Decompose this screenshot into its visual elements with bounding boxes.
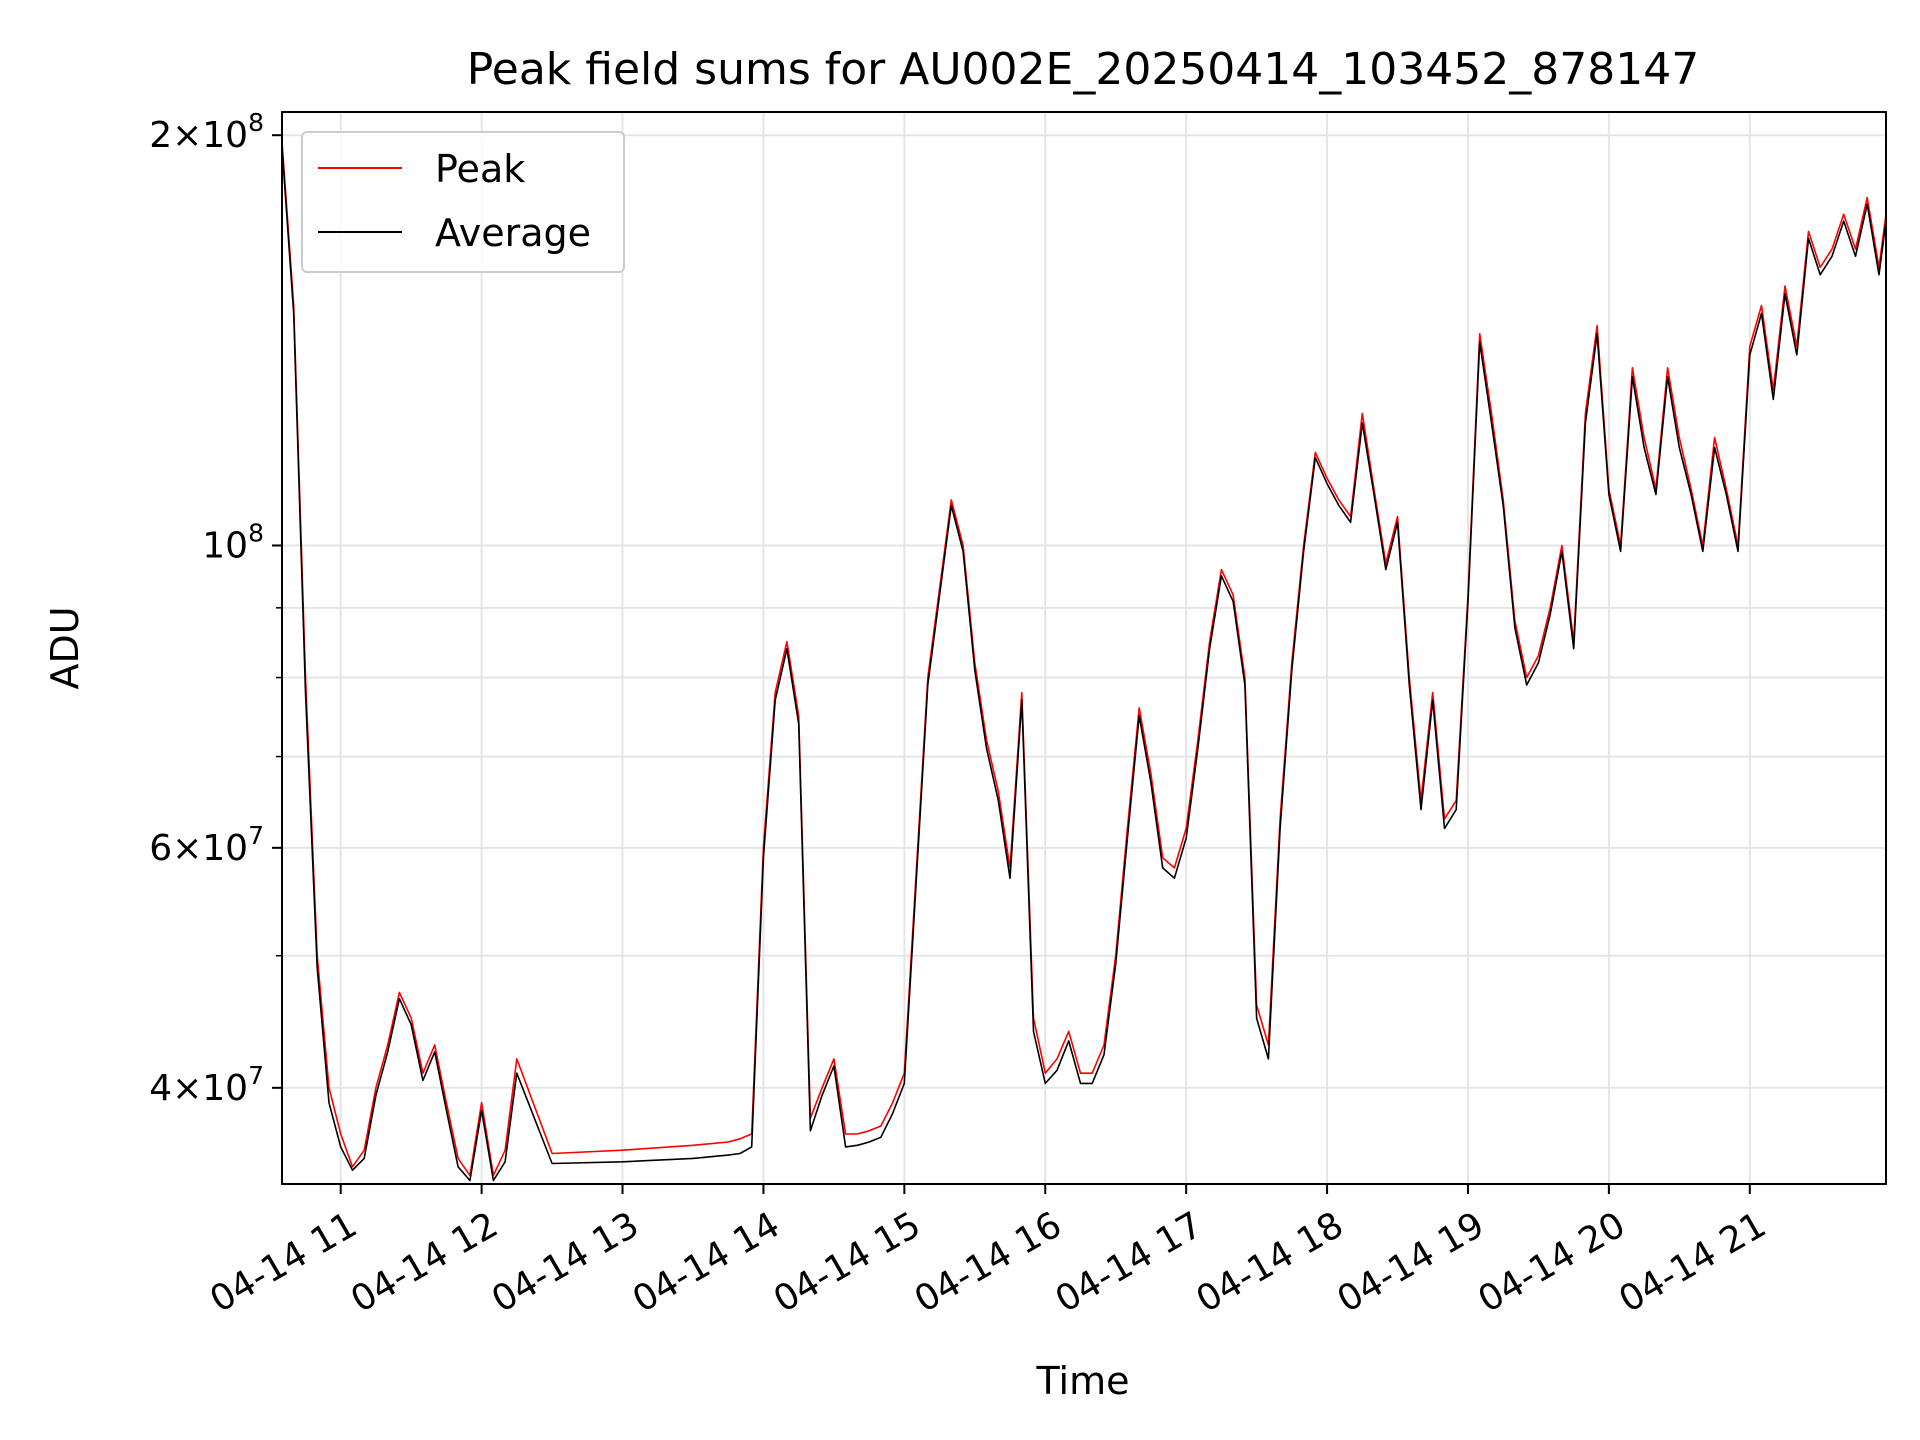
y-tick-label: 108 bbox=[202, 518, 264, 566]
y-tick-exponent: 8 bbox=[248, 108, 264, 137]
y-tick-base: 10 bbox=[202, 525, 248, 566]
y-tick-times: × bbox=[172, 828, 202, 869]
legend: Peak Average bbox=[301, 131, 625, 273]
y-tick-exponent: 8 bbox=[248, 518, 264, 547]
x-tick-label: 04-14 20 bbox=[1472, 1204, 1633, 1320]
series-line-peak bbox=[281, 141, 1887, 1177]
y-tick-exponent: 7 bbox=[248, 821, 264, 850]
y-tick-mantissa: 4 bbox=[149, 1068, 172, 1109]
x-tick-label: 04-14 11 bbox=[203, 1204, 364, 1320]
x-axis-label: Time bbox=[1036, 1359, 1130, 1403]
chart-title: Peak field sums for AU002E_20250414_1034… bbox=[467, 44, 1699, 95]
x-tick-label: 04-14 19 bbox=[1331, 1204, 1492, 1320]
x-tick-label: 04-14 21 bbox=[1612, 1204, 1773, 1320]
y-tick-label: 4×107 bbox=[149, 1061, 264, 1109]
y-tick-mantissa: 6 bbox=[149, 828, 172, 869]
plot-frame bbox=[281, 111, 1887, 1185]
y-tick-base: 10 bbox=[202, 828, 248, 869]
x-tick-label: 04-14 16 bbox=[908, 1204, 1069, 1320]
legend-label-average: Average bbox=[435, 211, 591, 255]
x-tick-label: 04-14 18 bbox=[1190, 1204, 1351, 1320]
x-tick-label: 04-14 15 bbox=[767, 1204, 928, 1320]
y-tick-times: × bbox=[172, 1068, 202, 1109]
series-layer bbox=[281, 141, 1887, 1182]
x-tick-label: 04-14 13 bbox=[485, 1204, 646, 1320]
y-tick-base: 10 bbox=[202, 1068, 248, 1109]
x-tick-label: 04-14 12 bbox=[344, 1204, 505, 1320]
y-tick-base: 10 bbox=[202, 115, 248, 156]
series-line-average bbox=[281, 147, 1887, 1182]
y-tick-exponent: 7 bbox=[248, 1061, 264, 1090]
y-tick-label: 6×107 bbox=[149, 821, 264, 869]
grid-lines bbox=[282, 112, 1886, 1184]
x-tick-label: 04-14 17 bbox=[1049, 1204, 1210, 1320]
y-tick-label: 2×108 bbox=[149, 108, 264, 156]
x-tick-label: 04-14 14 bbox=[626, 1204, 787, 1320]
y-axis-label: ADU bbox=[43, 606, 87, 689]
legend-label-peak: Peak bbox=[435, 147, 525, 191]
y-tick-times: × bbox=[172, 115, 202, 156]
y-tick-mantissa: 2 bbox=[149, 115, 172, 156]
